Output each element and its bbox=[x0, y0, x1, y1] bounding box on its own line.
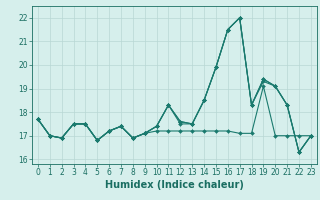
X-axis label: Humidex (Indice chaleur): Humidex (Indice chaleur) bbox=[105, 180, 244, 190]
